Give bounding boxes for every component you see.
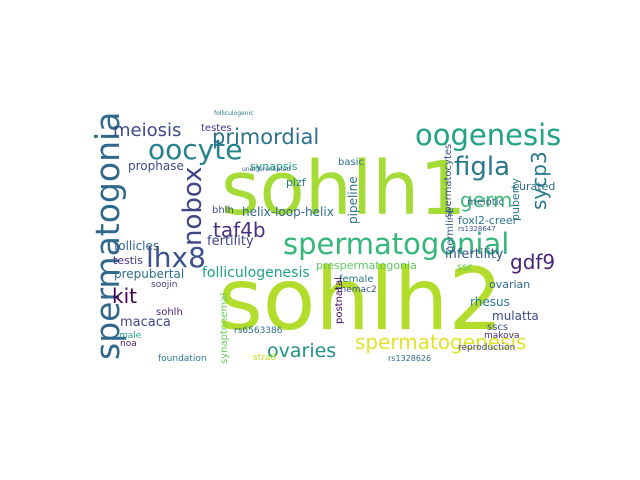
word-ssc: ssc bbox=[457, 262, 473, 273]
word-germ: germ bbox=[460, 188, 513, 212]
word-spermatogonial: spermatogonial bbox=[283, 227, 510, 261]
word-foxl2-creer: foxl2-creer bbox=[458, 214, 518, 227]
word-rhemac2: rhemac2 bbox=[337, 285, 377, 295]
word-folliculogenic: folliculogenic bbox=[214, 110, 254, 117]
word-cloud: sohlh1 sohlh2 spermatogonial spermatogon… bbox=[88, 102, 570, 366]
word-primordial: primordial bbox=[212, 125, 320, 149]
word-prophase: prophase bbox=[128, 159, 184, 173]
word-mulatta: mulatta bbox=[492, 309, 539, 323]
word-puberty: puberty bbox=[509, 177, 522, 221]
word-sscs: sscs bbox=[487, 322, 509, 333]
word-reproduction: reproduction bbox=[458, 343, 516, 353]
word-synapsis: synapsis bbox=[250, 160, 298, 173]
word-sohlh: sohlh bbox=[156, 307, 183, 318]
word-bhlh: bhlh bbox=[212, 205, 234, 216]
word-oocyte: oocyte bbox=[148, 133, 243, 166]
word-meiosis: meiosis bbox=[113, 120, 182, 141]
word-spermatogenesis: spermatogenesis bbox=[355, 330, 527, 354]
word-rs1328647: rs1328647 bbox=[458, 225, 496, 233]
word-testes: testes bbox=[201, 123, 232, 134]
word-helix-loop-helix: helix-loop-helix bbox=[242, 205, 334, 219]
word-plzf: plzf bbox=[286, 176, 306, 189]
word-macaca: macaca bbox=[120, 315, 171, 330]
word-rhesus: rhesus bbox=[470, 295, 510, 309]
word-figla: figla bbox=[454, 152, 511, 182]
word-stra8: stra8 bbox=[253, 353, 277, 363]
word-kit: kit bbox=[112, 284, 137, 308]
word-sohlh1: sohlh1 bbox=[221, 146, 467, 232]
word-soojin: soojin bbox=[151, 280, 178, 290]
word-germline: germline bbox=[445, 207, 456, 252]
word-female: female bbox=[339, 274, 374, 285]
word-fertility: fertility bbox=[207, 234, 254, 249]
word-noa: noa bbox=[120, 339, 137, 349]
word-foundation: foundation bbox=[158, 354, 207, 364]
word-basic: basic bbox=[338, 157, 364, 168]
word-rs6563386: rs6563386 bbox=[234, 326, 283, 336]
word-prepubertal: prepubertal bbox=[114, 267, 185, 281]
word-testis: testis bbox=[113, 254, 143, 267]
word-makova: makova bbox=[484, 331, 520, 341]
word-follicles: follicles bbox=[114, 239, 160, 253]
word-pipeline: pipeline bbox=[346, 176, 360, 224]
word-synaptonemal: synaptonemal bbox=[219, 292, 230, 364]
word-meiotic: meiotic bbox=[467, 197, 504, 208]
word-folliculogenesis: folliculogenesis bbox=[202, 265, 310, 281]
word-male: male bbox=[119, 331, 142, 341]
word-ovarian: ovarian bbox=[489, 278, 531, 291]
word-nobox: nobox bbox=[178, 166, 208, 246]
word-lhx8: lhx8 bbox=[146, 241, 206, 274]
word-prespermatogonia: prespermatogonia bbox=[316, 259, 417, 272]
word-infertility: infertility bbox=[445, 247, 504, 262]
word-rs1328626: rs1328626 bbox=[388, 354, 432, 363]
word-oogenesis: oogenesis bbox=[415, 118, 562, 152]
word-sohlh2: sohlh2 bbox=[218, 250, 504, 350]
word-curated: curated bbox=[513, 180, 556, 193]
word-undifferentiated: undifferentiated bbox=[242, 166, 291, 173]
word-ovaries: ovaries bbox=[267, 340, 337, 362]
word-gdf9: gdf9 bbox=[510, 250, 556, 274]
word-taf4b: taf4b bbox=[213, 218, 266, 242]
